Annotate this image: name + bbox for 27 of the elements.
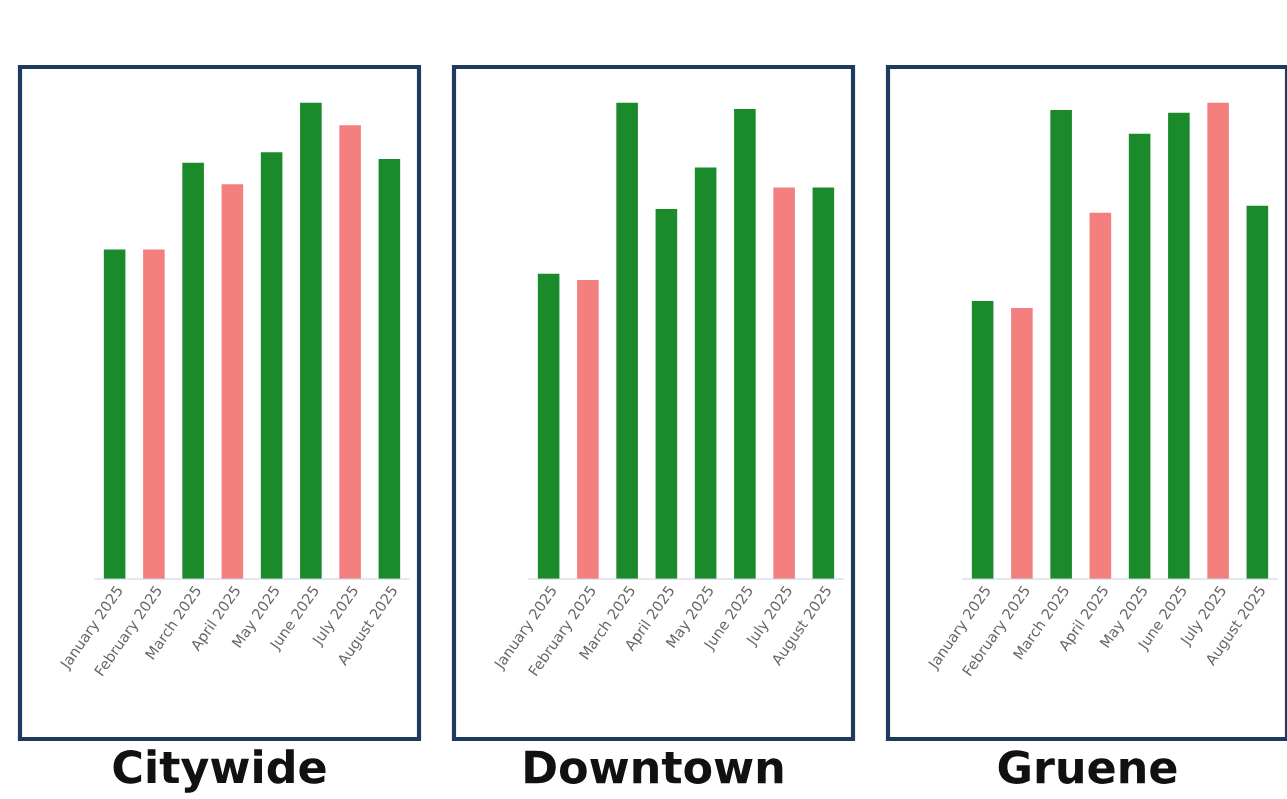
bar [300, 102, 322, 579]
bar [1089, 212, 1112, 579]
bar [773, 187, 795, 579]
text: Citywide [113, 749, 326, 793]
bar [103, 249, 126, 579]
bar [143, 249, 165, 579]
bar [221, 184, 244, 579]
bar [1011, 308, 1033, 579]
bar [339, 125, 361, 579]
bar [577, 279, 599, 579]
bar [537, 273, 560, 579]
bar [616, 102, 638, 579]
bar [378, 159, 401, 579]
text: Gruene [998, 750, 1177, 784]
bar [260, 152, 283, 579]
bar [1050, 109, 1072, 579]
bar [1168, 112, 1190, 579]
bar [655, 209, 678, 579]
bar [1246, 205, 1269, 579]
bar [1128, 133, 1151, 579]
bar [182, 162, 204, 579]
bar [694, 167, 717, 579]
text: Downtown [525, 750, 783, 784]
bar [971, 300, 994, 579]
bar [734, 109, 756, 579]
bar [812, 187, 835, 579]
bar [1207, 102, 1229, 579]
